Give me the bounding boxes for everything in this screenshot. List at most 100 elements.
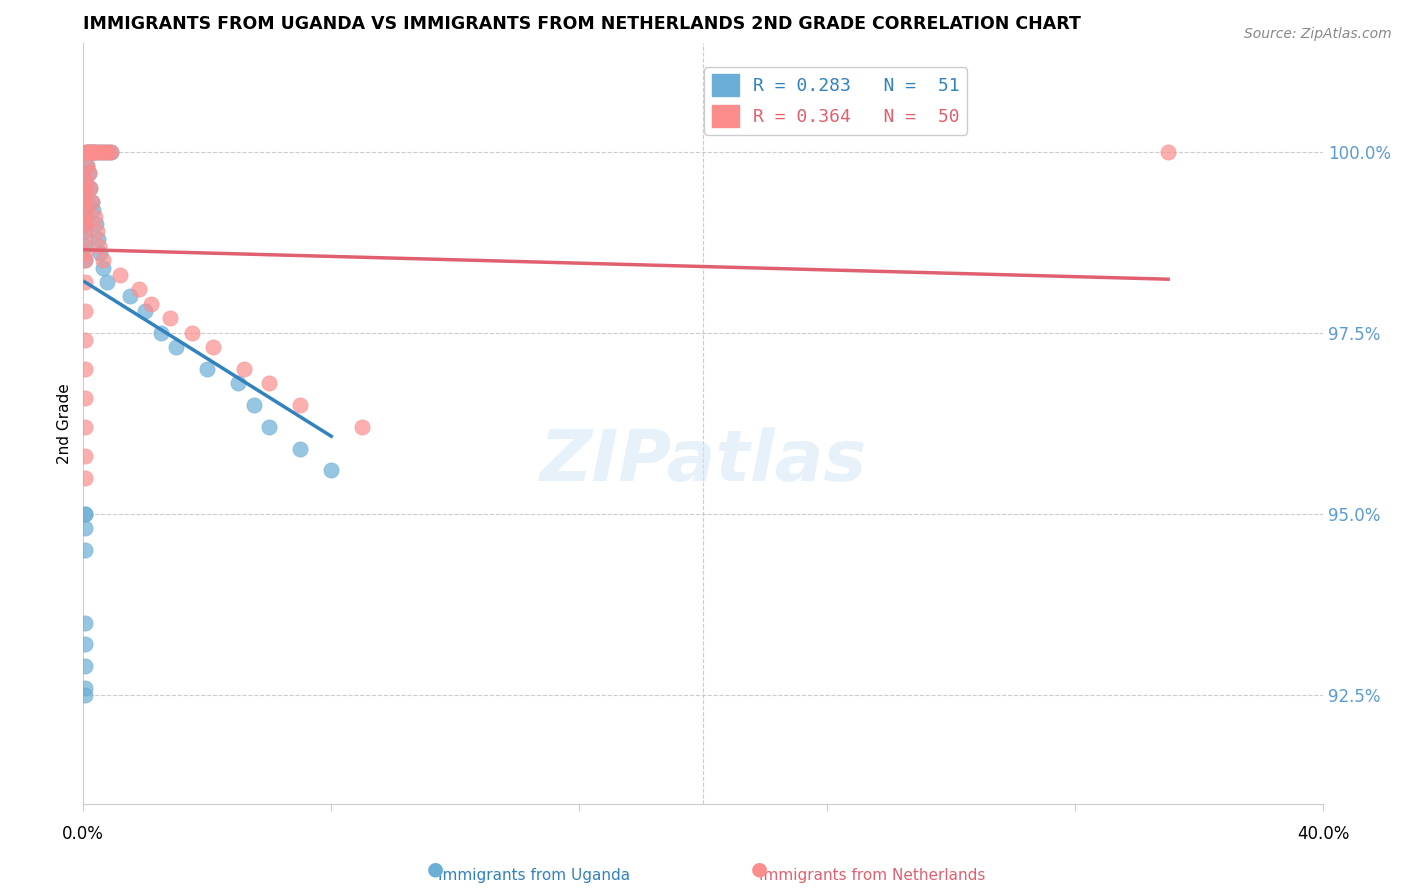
Point — [233, 362, 256, 376]
Point — [242, 398, 264, 412]
Point — [82, 145, 104, 159]
Point — [86, 224, 108, 238]
Text: Immigrants from Uganda: Immigrants from Uganda — [439, 868, 630, 883]
Point — [165, 340, 187, 354]
Point — [73, 681, 96, 695]
Point — [73, 202, 96, 217]
Point — [73, 188, 96, 202]
Point — [80, 195, 103, 210]
Point — [79, 145, 101, 159]
Point — [134, 304, 156, 318]
Point — [290, 442, 312, 456]
Point — [180, 326, 202, 340]
Point — [73, 362, 96, 376]
Text: IMMIGRANTS FROM UGANDA VS IMMIGRANTS FROM NETHERLANDS 2ND GRADE CORRELATION CHAR: IMMIGRANTS FROM UGANDA VS IMMIGRANTS FRO… — [83, 15, 1081, 33]
Point — [73, 449, 96, 463]
Point — [93, 260, 115, 275]
Point — [73, 253, 96, 268]
Point — [79, 181, 101, 195]
Point — [226, 376, 249, 391]
Point — [73, 217, 96, 231]
Point — [73, 688, 96, 702]
Point — [84, 145, 107, 159]
Point — [110, 268, 132, 282]
Point — [73, 543, 96, 558]
Text: Source: ZipAtlas.com: Source: ZipAtlas.com — [1244, 27, 1392, 41]
Point — [73, 217, 96, 231]
Point — [79, 181, 101, 195]
Point — [73, 521, 96, 535]
Point — [73, 333, 96, 347]
Point — [73, 231, 96, 245]
Point — [84, 210, 107, 224]
Point — [90, 145, 112, 159]
Point — [84, 145, 107, 159]
Point — [80, 145, 103, 159]
Point — [90, 145, 112, 159]
Point — [82, 145, 104, 159]
Point — [149, 326, 172, 340]
Point — [97, 145, 120, 159]
Point — [73, 659, 96, 673]
Point — [84, 217, 107, 231]
Point — [82, 202, 104, 217]
Point — [73, 181, 96, 195]
Point — [321, 463, 343, 477]
Point — [79, 145, 101, 159]
Point — [73, 195, 96, 210]
Point — [83, 145, 105, 159]
Point — [80, 145, 103, 159]
Point — [73, 246, 96, 260]
Point — [100, 145, 122, 159]
Point — [73, 210, 96, 224]
Point — [73, 507, 96, 521]
Point — [73, 615, 96, 630]
Point — [73, 210, 96, 224]
Point — [100, 145, 122, 159]
Point — [89, 246, 111, 260]
Point — [76, 159, 98, 173]
Point — [141, 297, 163, 311]
Point — [118, 289, 141, 303]
Point — [73, 195, 96, 210]
Point — [89, 239, 111, 253]
Point — [83, 145, 105, 159]
Point — [128, 282, 150, 296]
Point — [77, 166, 100, 180]
Point — [352, 420, 374, 434]
Point — [94, 145, 117, 159]
Point — [73, 217, 96, 231]
Point — [159, 311, 181, 326]
Y-axis label: 2nd Grade: 2nd Grade — [58, 383, 72, 464]
Text: ●: ● — [427, 860, 444, 879]
Point — [73, 470, 96, 484]
Point — [77, 166, 100, 180]
Point — [75, 145, 97, 159]
Point — [73, 188, 96, 202]
Point — [97, 145, 120, 159]
Text: Immigrants from Netherlands: Immigrants from Netherlands — [758, 868, 986, 883]
Point — [290, 398, 312, 412]
Point — [73, 173, 96, 187]
Point — [87, 231, 110, 245]
Point — [76, 159, 98, 173]
Point — [96, 275, 118, 289]
Point — [87, 145, 110, 159]
Point — [77, 145, 100, 159]
Point — [94, 145, 117, 159]
Point — [75, 145, 97, 159]
Point — [259, 420, 281, 434]
Point — [73, 637, 96, 651]
Point — [73, 239, 96, 253]
Point — [87, 145, 110, 159]
Text: 40.0%: 40.0% — [1296, 825, 1350, 844]
Point — [73, 275, 96, 289]
Text: ●: ● — [751, 860, 768, 879]
Text: ZIPatlas: ZIPatlas — [540, 427, 868, 496]
Text: 0.0%: 0.0% — [62, 825, 104, 844]
Point — [73, 391, 96, 405]
Point — [91, 253, 114, 268]
Point — [73, 507, 96, 521]
Point — [73, 202, 96, 217]
Point — [259, 376, 281, 391]
